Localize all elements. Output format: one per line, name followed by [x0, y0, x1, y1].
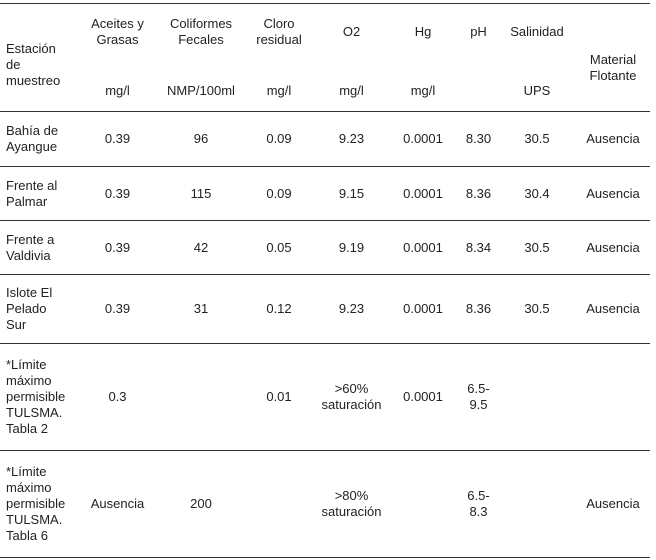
cell-station: *Límite máximo permisible TULSMA. Tabla …: [6, 357, 66, 436]
cell-hg: 0.0001: [403, 301, 443, 316]
cell-aceites: 0.39: [104, 239, 131, 255]
table-row: *Límite máximo permisible TULSMA. Tabla …: [0, 451, 650, 558]
cell-o2: 9.23: [338, 301, 365, 316]
cell-o2: >60% saturación: [321, 381, 382, 412]
header-aceites: Aceites y Grasas mg/l: [75, 4, 160, 112]
cell-material: Ausencia: [586, 131, 640, 146]
cell-hg: [387, 451, 459, 558]
cell-coliformes: 96: [193, 131, 209, 146]
unit: mg/l: [105, 83, 130, 98]
cell-cloro: [242, 451, 316, 558]
header-station: Estación de muestreo: [6, 40, 61, 88]
cell-cloro: 0.09: [266, 185, 292, 201]
unit: mg/l: [266, 83, 292, 98]
cell-ph: 8.36: [465, 301, 492, 316]
table-row: Frente al Palmar 0.39 115 0.09 9.15 0.0001 8.3…: [0, 167, 650, 221]
unit: NMP/100ml: [167, 83, 235, 98]
cell-ph: 8.30: [465, 131, 492, 146]
cell-coliformes: 31: [193, 301, 209, 316]
water-quality-table: Estación de muestreo Aceites y Grasas mg/…: [0, 3, 650, 558]
cell-aceites: 0.39: [104, 185, 131, 201]
cell-hg: 0.0001: [403, 239, 443, 255]
cell-station: Bahía de Ayangue: [6, 123, 59, 154]
cell-ph: 6.5- 8.3: [467, 488, 490, 519]
header-row: Estación de muestreo Aceites y Grasas mg/…: [0, 4, 650, 112]
cell-cloro: 0.09: [266, 131, 292, 146]
cell-o2: 9.19: [338, 239, 365, 255]
cell-aceites: 0.3: [108, 389, 127, 404]
cell-salinidad: [498, 451, 576, 558]
cell-station: *Límite máximo permisible TULSMA. Tabla …: [6, 464, 66, 543]
cell-station: Islote El Pelado Sur: [6, 285, 53, 332]
cell-material: Ausencia: [586, 239, 640, 255]
cell-o2: 9.23: [338, 131, 365, 146]
cell-coliformes: [160, 344, 242, 451]
cell-salinidad: 30.5: [524, 301, 550, 316]
cell-hg: 0.0001: [403, 131, 443, 146]
cell-coliformes: 42: [193, 239, 209, 255]
cell-hg: 0.0001: [403, 185, 443, 201]
cell-o2: >80% saturación: [321, 488, 382, 519]
cell-aceites: Ausencia: [90, 496, 145, 511]
header-salinidad: Salinidad UPS: [498, 4, 576, 112]
cell-salinidad: 30.4: [524, 185, 550, 201]
table-row: *Límite máximo permisible TULSMA. Tabla …: [0, 344, 650, 451]
cell-material: Ausencia: [586, 185, 640, 201]
unit: mg/l: [410, 83, 436, 98]
cell-coliformes: 200: [190, 496, 212, 511]
header-hg: Hg mg/l: [387, 4, 459, 112]
header-cloro: Cloro residual mg/l: [242, 4, 316, 112]
cell-coliformes: 115: [190, 185, 212, 201]
unit: [459, 83, 498, 99]
cell-hg: 0.0001: [403, 389, 443, 404]
cell-material: [576, 344, 650, 451]
cell-cloro: 0.01: [266, 389, 292, 404]
cell-ph: 8.34: [465, 239, 492, 255]
table-row: Frente a Valdivia 0.39 42 0.05 9.19 0.0001 8.3…: [0, 221, 650, 275]
unit: mg/l: [339, 83, 364, 98]
cell-material: Ausencia: [586, 301, 640, 316]
unit: UPS: [523, 83, 551, 98]
cell-station: Frente al Palmar: [6, 177, 58, 209]
cell-cloro: 0.05: [266, 239, 292, 255]
cell-o2: 9.15: [338, 185, 365, 201]
cell-ph: 6.5- 9.5: [467, 381, 490, 412]
cell-station: Frente a Valdivia: [6, 231, 55, 263]
cell-salinidad: [498, 344, 576, 451]
table-row: Islote El Pelado Sur 0.39 31 0.12 9.23 0.0001…: [0, 275, 650, 344]
table-row: Bahía de Ayangue 0.39 96 0.09 9.23 0.0001 8.30…: [0, 112, 650, 167]
header-o2: O2 mg/l: [316, 4, 387, 112]
header-material: Material Flotante: [589, 51, 637, 83]
cell-aceites: 0.39: [104, 301, 131, 316]
cell-cloro: 0.12: [266, 301, 292, 316]
header-ph: pH: [459, 4, 498, 112]
cell-aceites: 0.39: [104, 131, 131, 146]
cell-ph: 8.36: [465, 185, 492, 201]
cell-salinidad: 30.5: [524, 131, 550, 146]
cell-salinidad: 30.5: [524, 239, 550, 255]
header-coliformes: Coliformes Fecales NMP/100ml: [160, 4, 242, 112]
cell-material: Ausencia: [586, 496, 640, 511]
